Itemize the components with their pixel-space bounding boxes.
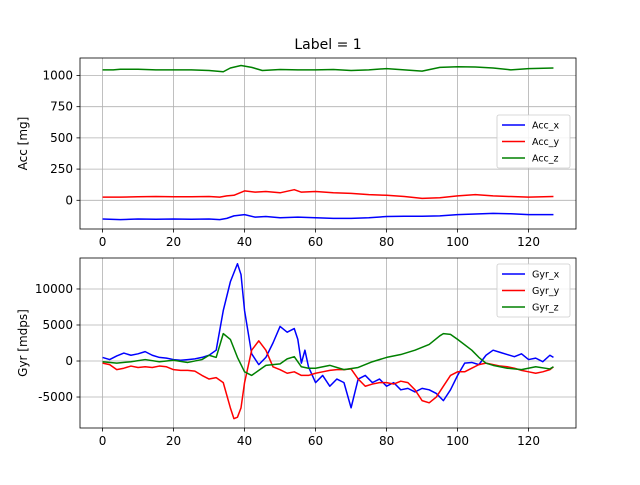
series-line-acc-y	[102, 188, 554, 200]
x-tick-label: 40	[237, 235, 252, 249]
x-tick-label: 100	[446, 235, 469, 249]
series-line-gyr-x	[102, 263, 554, 409]
axes-frame	[79, 57, 577, 230]
legend: Acc_x Acc_y Acc_z	[496, 114, 571, 169]
y-tick-label: -5000	[38, 390, 73, 404]
chart-title: Label = 1	[294, 37, 361, 53]
y-axis-label: Gyr [mdps]	[16, 309, 30, 377]
x-tick-label: 40	[237, 434, 252, 448]
y-tick-label: 5000	[42, 318, 73, 332]
x-tick-label: 120	[517, 235, 540, 249]
x-tick-label: 60	[308, 434, 323, 448]
legend-entry-label: Gyr_z	[532, 303, 559, 314]
x-tick-label: 0	[99, 434, 107, 448]
legend-entry-label: Gyr_x	[532, 270, 560, 281]
series-line-acc-x	[102, 212, 554, 221]
subplot-2: 0 20 40 60 80 100 120 -5000 0 5000 10000 Gyr [mdps]…	[16, 257, 577, 448]
legend-entry-label: Acc_z	[532, 154, 559, 165]
legend-box	[496, 263, 571, 318]
x-tick-label: 80	[379, 434, 394, 448]
y-tick-label: 750	[50, 100, 73, 114]
y-tick-label: 0	[65, 193, 73, 207]
x-tick-label: 20	[166, 434, 181, 448]
legend-entry-label: Gyr_y	[532, 286, 560, 297]
y-tick-label: 1000	[42, 68, 73, 82]
y-axis-label: Acc [mg]	[16, 117, 30, 171]
legend-entry-label: Acc_x	[532, 121, 560, 132]
series-line-gyr-y	[102, 340, 554, 420]
legend-entry-label: Acc_y	[532, 137, 560, 148]
series-line-gyr-z	[102, 332, 554, 377]
x-tick-label: 0	[99, 235, 107, 249]
series-line-acc-z	[102, 64, 554, 73]
y-tick-label: 0	[65, 354, 73, 368]
subplot-1: 0 20 40 60 80 100 120 0 250 500 750 1000 Acc [mg] Acc…	[16, 57, 577, 249]
legend-box	[496, 114, 571, 169]
x-tick-label: 20	[166, 235, 181, 249]
x-tick-label: 100	[446, 434, 469, 448]
legend: Gyr_x Gyr_y Gyr_z	[496, 263, 571, 318]
x-tick-label: 120	[517, 434, 540, 448]
x-tick-label: 80	[379, 235, 394, 249]
x-tick-label: 60	[308, 235, 323, 249]
y-tick-label: 500	[50, 131, 73, 145]
y-tick-label: 10000	[35, 282, 73, 296]
axes-frame	[79, 257, 577, 429]
y-tick-label: 250	[50, 162, 73, 176]
